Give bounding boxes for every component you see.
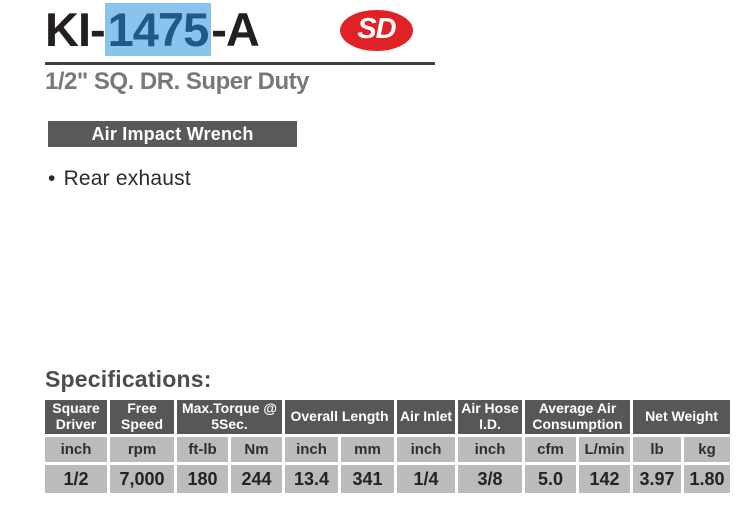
- category-badge: Air Impact Wrench: [48, 121, 297, 147]
- value-cell: 3/8: [458, 465, 522, 493]
- model-number-highlighted: 1475: [104, 3, 212, 56]
- value-cell: 1.80: [684, 465, 730, 493]
- value-cell: 1/2: [45, 465, 107, 493]
- col-header-overall-length: Overall Length: [285, 400, 394, 434]
- value-cell: 7,000: [110, 465, 174, 493]
- super-duty-logo-text: SD: [357, 13, 396, 45]
- col-header-net-weight: Net Weight: [633, 400, 730, 434]
- value-cell: 180: [177, 465, 228, 493]
- value-cell: 13.4: [285, 465, 338, 493]
- bullet-icon: •: [48, 167, 56, 190]
- unit-cell: inch: [397, 437, 455, 462]
- col-header-air-inlet: Air Inlet: [397, 400, 455, 434]
- col-header-max-torque: Max.Torque @ 5Sec.: [177, 400, 282, 434]
- title-divider: [45, 62, 435, 65]
- product-subtitle: 1/2" SQ. DR. Super Duty: [45, 68, 309, 95]
- table-values-row: 1/2 7,000 180 244 13.4 341 1/4 3/8 5.0 1…: [45, 465, 730, 493]
- category-badge-label: Air Impact Wrench: [91, 123, 254, 144]
- specifications-heading: Specifications:: [45, 366, 212, 392]
- col-header-average-air-consumption: Average Air Consumption: [525, 400, 630, 434]
- value-cell: 5.0: [525, 465, 576, 493]
- table-units-row: inch rpm ft-lb Nm inch mm inch inch cfm …: [45, 437, 730, 462]
- unit-cell: L/min: [579, 437, 630, 462]
- unit-cell: cfm: [525, 437, 576, 462]
- value-cell: 142: [579, 465, 630, 493]
- model-prefix: KI-: [45, 3, 106, 56]
- feature-item: • Rear exhaust: [48, 167, 191, 191]
- unit-cell: lb: [633, 437, 681, 462]
- col-header-free-speed: Free Speed: [110, 400, 174, 434]
- value-cell: 244: [231, 465, 282, 493]
- table-header-row: Square Driver Free Speed Max.Torque @ 5S…: [45, 400, 730, 434]
- specifications-table: Square Driver Free Speed Max.Torque @ 5S…: [42, 397, 733, 496]
- value-cell: 3.97: [633, 465, 681, 493]
- value-cell: 341: [341, 465, 394, 493]
- unit-cell: inch: [285, 437, 338, 462]
- unit-cell: rpm: [110, 437, 174, 462]
- model-code: KI-1475-A: [45, 2, 260, 58]
- unit-cell: mm: [341, 437, 394, 462]
- feature-text: Rear exhaust: [63, 167, 191, 190]
- super-duty-logo-icon: SD: [340, 10, 413, 51]
- value-cell: 1/4: [397, 465, 455, 493]
- model-suffix: -A: [211, 3, 260, 56]
- unit-cell: kg: [684, 437, 730, 462]
- unit-cell: inch: [45, 437, 107, 462]
- unit-cell: inch: [458, 437, 522, 462]
- col-header-square-driver: Square Driver: [45, 400, 107, 434]
- unit-cell: Nm: [231, 437, 282, 462]
- unit-cell: ft-lb: [177, 437, 228, 462]
- product-title: KI-1475-A: [45, 2, 260, 58]
- col-header-air-hose-id: Air Hose I.D.: [458, 400, 522, 434]
